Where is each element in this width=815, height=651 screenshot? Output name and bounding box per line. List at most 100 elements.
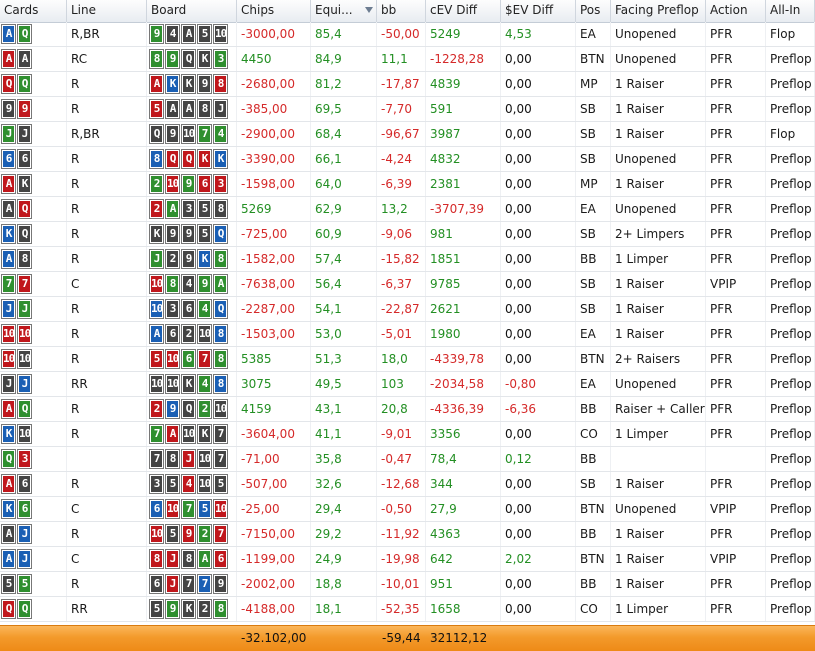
table-row[interactable]: Q Q R A K K 9 8 -2680,00 81,2 -17,87 4839 0,00 MP 1 Ra…: [0, 72, 815, 97]
column-header-chips[interactable]: Chips: [237, 0, 311, 22]
column-header-pos[interactable]: Pos: [576, 0, 611, 22]
sev-cell: 0,00: [501, 122, 576, 146]
allin-cell: Preflop: [766, 347, 815, 371]
table-row[interactable]: A A RC 8 9 Q K 3 4450 84,9 11,1 -1228,28 0,00 BTN Unop…: [0, 47, 815, 72]
table-row[interactable]: A 6 R 3 5 4 10 5 -507,00 32,6 -12,68 344 0,00 SB 1 Rai…: [0, 472, 815, 497]
column-header-label: bb: [381, 3, 397, 17]
table-row[interactable]: 9 9 R 5 A A 8 J -385,00 69,5 -7,70 591 0,00 SB 1 Raise…: [0, 97, 815, 122]
table-row[interactable]: J J R,BR Q 9 10 7 4 -2900,00 68,4 -96,67 3987 0,00 SB…: [0, 122, 815, 147]
bb-cell: -50,00: [377, 22, 426, 46]
column-header-allin[interactable]: All-In: [766, 0, 815, 22]
playing-card: 5: [197, 499, 212, 519]
cev-cell: 1980: [426, 322, 501, 346]
action-cell: PFR: [706, 397, 766, 421]
cev-cell: 642: [426, 547, 501, 571]
line-cell: R: [67, 222, 147, 246]
facing-cell: [611, 447, 706, 471]
playing-card: 8: [213, 249, 228, 269]
chips-cell: -7638,00: [237, 272, 311, 296]
table-row[interactable]: 10 10 R A 6 2 10 8 -1503,00 53,0 -5,01 1980 0,00 EA 1 …: [0, 322, 815, 347]
chips-cell: -4188,00: [237, 597, 311, 621]
playing-card: 7: [181, 574, 196, 594]
playing-card: 10: [197, 449, 212, 469]
bb-cell: -52,35: [377, 597, 426, 621]
column-header-cev[interactable]: cEV Diff: [426, 0, 501, 22]
column-header-line[interactable]: Line: [67, 0, 147, 22]
table-row[interactable]: K Q R K 9 9 5 Q -725,00 60,9 -9,06 981 0,00 SB 2+ Limp…: [0, 222, 815, 247]
table-row[interactable]: A Q R 2 9 Q 2 10 4159 43,1 20,8 -4336,39 -6,36 BB Rais…: [0, 397, 815, 422]
column-header-facing[interactable]: Facing Preflop: [611, 0, 706, 22]
table-row[interactable]: A J R 10 5 9 2 7 -7150,00 29,2 -11,92 4363 0,00 BB 1 R…: [0, 522, 815, 547]
bb-cell: -11,92: [377, 522, 426, 546]
table-row[interactable]: J J RR 10 10 K 4 8 3075 49,5 103 -2034,58 -0,80 EA Uno…: [0, 372, 815, 397]
table-row[interactable]: 7 7 C 10 8 4 9 A -7638,00 56,4 -6,37 9785 0,00 SB 1 Ra…: [0, 272, 815, 297]
table-row[interactable]: Q Q RR 5 9 K 2 8 -4188,00 18,1 -52,35 1658 0,00 CO 1 L…: [0, 597, 815, 622]
chips-cell: -2002,00: [237, 572, 311, 596]
chips-cell: -3390,00: [237, 147, 311, 171]
bb-cell: 20,8: [377, 397, 426, 421]
playing-card: 8: [149, 149, 164, 169]
sort-descending-icon[interactable]: [365, 7, 373, 13]
sev-cell: 0,00: [501, 72, 576, 96]
table-row[interactable]: A 8 R J 2 9 K 8 -1582,00 57,4 -15,82 1851 0,00 BB 1 Li…: [0, 247, 815, 272]
column-header-sev[interactable]: $EV Diff: [501, 0, 576, 22]
playing-card: Q: [17, 599, 32, 619]
table-row[interactable]: Q 3 7 8 J 10 7 -71,00 35,8 -0,47 78,4 0,12 BB Preflop: [0, 447, 815, 472]
table-row[interactable]: 6 6 R 8 Q Q K K -3390,00 66,1 -4,24 4832 0,00 SB Unope…: [0, 147, 815, 172]
playing-card: K: [149, 224, 164, 244]
line-cell: RR: [67, 597, 147, 621]
column-header-cards[interactable]: Cards: [0, 0, 67, 22]
table-row[interactable]: 5 5 R 6 J 7 7 9 -2002,00 18,8 -10,01 951 0,00 BB 1 Rai…: [0, 572, 815, 597]
board-cell: 2 10 9 6 3: [147, 172, 237, 196]
column-header-board[interactable]: Board: [147, 0, 237, 22]
board-cell: 2 9 Q 2 10: [147, 397, 237, 421]
table-row[interactable]: A K R 2 10 9 6 3 -1598,00 64,0 -6,39 2381 0,00 MP 1 Ra…: [0, 172, 815, 197]
bb-cell: 18,0: [377, 347, 426, 371]
table-row[interactable]: A J C 8 J 8 A 6 -1199,00 24,9 -19,98 642 2,02 BTN 1 Ra…: [0, 547, 815, 572]
playing-card: Q: [213, 299, 228, 319]
column-header-equity[interactable]: Equi...: [311, 0, 377, 22]
chips-cell: 3075: [237, 372, 311, 396]
line-cell: R: [67, 347, 147, 371]
column-header-label: Line: [71, 3, 97, 17]
allin-cell: Preflop: [766, 397, 815, 421]
playing-card: J: [181, 449, 196, 469]
equity-cell: 66,1: [311, 147, 377, 171]
playing-card: 8: [197, 99, 212, 119]
table-row[interactable]: J J R 10 3 6 4 Q -2287,00 54,1 -22,87 2621 0,00 SB 1 R…: [0, 297, 815, 322]
equity-cell: 18,1: [311, 597, 377, 621]
playing-card: A: [1, 49, 16, 69]
playing-card: J: [149, 249, 164, 269]
bb-cell: 11,1: [377, 47, 426, 71]
playing-card: Q: [1, 74, 16, 94]
playing-card: K: [197, 424, 212, 444]
table-row[interactable]: A Q R 2 A 3 5 8 5269 62,9 13,2 -3707,39 0,00 EA Unopen…: [0, 197, 815, 222]
total-bb: -59,44: [382, 631, 421, 645]
playing-card: A: [181, 24, 196, 44]
table-row[interactable]: K 10 R 7 A 10 K 7 -3604,00 41,1 -9,01 3356 0,00 CO 1 L…: [0, 422, 815, 447]
playing-card: 8: [213, 599, 228, 619]
playing-card: 6: [213, 549, 228, 569]
action-cell: VPIP: [706, 272, 766, 296]
column-header-bb[interactable]: bb: [377, 0, 426, 22]
equity-cell: 51,3: [311, 347, 377, 371]
playing-card: 7: [213, 449, 228, 469]
chips-cell: -1582,00: [237, 247, 311, 271]
cev-cell: 591: [426, 97, 501, 121]
table-row[interactable]: 10 10 R 5 10 6 7 8 5385 51,3 18,0 -4339,78 0,00 BTN 2+…: [0, 347, 815, 372]
sev-cell: 0,00: [501, 147, 576, 171]
equity-cell: 18,8: [311, 572, 377, 596]
action-cell: PFR: [706, 147, 766, 171]
sev-cell: 0,12: [501, 447, 576, 471]
equity-cell: 29,4: [311, 497, 377, 521]
column-header-action[interactable]: Action: [706, 0, 766, 22]
cev-cell: 3356: [426, 422, 501, 446]
table-row[interactable]: K 6 C 6 10 7 5 10 -25,00 29,4 -0,50 27,9 0,00 BTN Unop…: [0, 497, 815, 522]
line-cell: R: [67, 197, 147, 221]
table-row[interactable]: A Q R,BR 9 4 A 5 10 -3000,00 85,4 -50,00 5249 4,53 EA…: [0, 22, 815, 47]
playing-card: K: [197, 249, 212, 269]
